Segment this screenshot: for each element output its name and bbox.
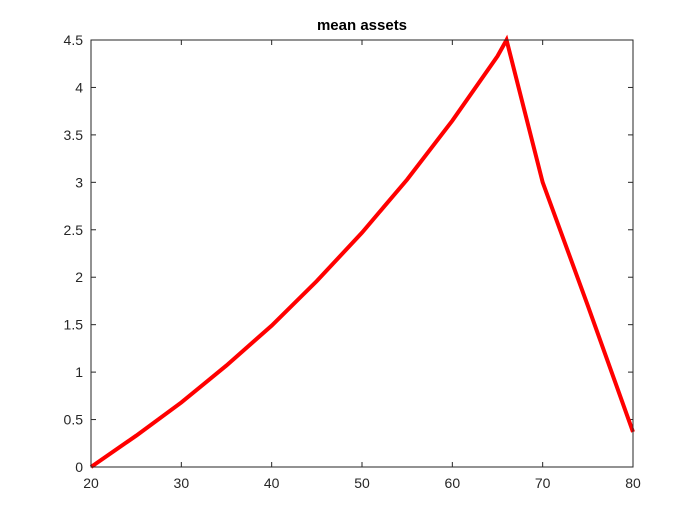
series-line: [89, 34, 635, 469]
plot-area-background: [91, 40, 633, 467]
x-tick-label: 20: [83, 475, 99, 491]
x-tick-label: 40: [264, 475, 280, 491]
labels-layer: 20 30 40 50 60 70 80 0 0.5 1 1.5 2 2.5 3 3.5 4 4.5: [64, 32, 641, 491]
plot-area-border: [90, 39, 634, 468]
y-tick-label: 0.5: [64, 412, 84, 428]
y-tick-label: 1.5: [64, 317, 84, 333]
y-tick-label: 3.5: [64, 127, 84, 143]
y-tick-label: 1: [75, 364, 83, 380]
x-tick-label: 80: [625, 475, 641, 491]
y-tick-label: 2.5: [64, 222, 84, 238]
x-tick-label: 70: [535, 475, 551, 491]
x-tick-label: 30: [174, 475, 190, 491]
y-tick-label: 2: [75, 269, 83, 285]
y-tick-label: 4: [75, 79, 83, 95]
y-tick-label: 4.5: [64, 32, 84, 48]
chart-title: mean assets: [317, 17, 407, 34]
x-tick-label: 60: [445, 475, 461, 491]
y-tick-label: 0: [75, 459, 83, 475]
series-layer: [89, 34, 635, 469]
y-tick-label: 3: [75, 174, 83, 190]
x-tick-label: 50: [354, 475, 370, 491]
